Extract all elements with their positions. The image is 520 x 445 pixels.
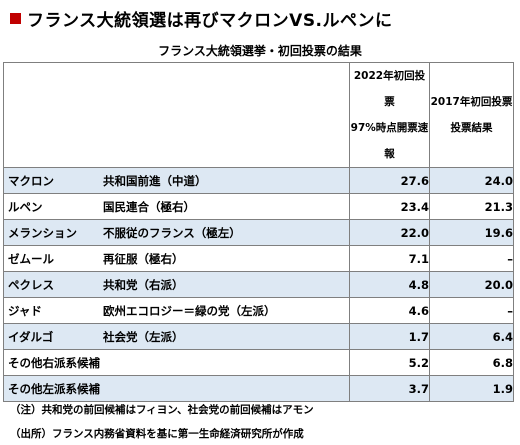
candidate-party: 欧州エコロジー＝緑の党（左派） (103, 303, 276, 318)
table-row: ゼムール 再征服（極右） 7.1– (3, 245, 514, 272)
header-candidate-cell (3, 62, 350, 168)
candidate-name: マクロン (8, 173, 54, 188)
table-row: ジャド 欧州エコロジー＝緑の党（左派） 4.6– (3, 297, 514, 324)
footnote: （注）共和党の前回候補はフィヨン、社会党の前回候補はアモン (10, 404, 314, 416)
candidate-cell: イダルゴ 社会党（左派） (3, 323, 350, 350)
header-row: 2022年初回投票 97%時点開票速報 2017年初回投票 投票結果 (3, 62, 514, 168)
candidate-name: ルペン (8, 199, 43, 214)
table-row: メランション 不服従のフランス（極左） 22.0 19.6 (3, 219, 514, 246)
candidate-cell: マクロン 共和国前進（中道） (3, 167, 350, 194)
results-table: 2022年初回投票 97%時点開票速報 2017年初回投票 投票結果 マクロン共… (3, 62, 514, 402)
value-2022: 27.6 (349, 167, 430, 194)
header-2022: 2022年初回投票 97%時点開票速報 (349, 62, 430, 168)
table-row: ルペン 国民連合（極右） 23.4 21.3 (3, 193, 514, 220)
value-2017: 19.6 (429, 219, 514, 246)
candidate-party: 不服従のフランス（極左） (103, 225, 241, 240)
candidate-cell: ゼムール 再征服（極右） (3, 245, 350, 272)
table-row: ペクレス 共和党（右派） 4.8 20.0 (3, 271, 514, 298)
candidate-name: その他右派系候補 (8, 355, 100, 370)
table-row: マクロン 共和国前進（中道） 27.6 24.0 (3, 167, 514, 194)
table-row: イダルゴ 社会党（左派） 1.7 6.4 (3, 323, 514, 350)
red-square-icon (10, 12, 21, 24)
value-2022: 4.6 (349, 297, 430, 324)
value-2022: 7.1 (349, 245, 430, 272)
candidate-name: ゼムール (8, 251, 54, 266)
candidate-cell: メランション 不服従のフランス（極左） (3, 219, 350, 246)
value-2022: 22.0 (349, 219, 430, 246)
header-2022-line1: 2022年初回投票 (353, 70, 426, 108)
value-2022: 3.7 (349, 375, 430, 402)
candidate-cell: その他左派系候補 (3, 375, 350, 402)
value-2017: 21.3 (429, 193, 514, 220)
candidate-party: 共和国前進（中道） (103, 173, 207, 188)
header-2017-line1: 2017年初回投票 (430, 96, 513, 108)
candidate-cell: ジャド 欧州エコロジー＝緑の党（左派） (3, 297, 350, 324)
candidate-cell: ペクレス 共和党（右派） (3, 271, 350, 298)
value-2017: 24.0 (429, 167, 514, 194)
table-title: フランス大統領選挙・初回投票の結果 (158, 44, 362, 58)
value-2017: 6.8 (429, 349, 514, 376)
candidate-party: 国民連合（極右） (103, 199, 195, 214)
header-2017: 2017年初回投票 投票結果 (429, 62, 514, 168)
value-2017: – (429, 245, 514, 272)
value-2022: 4.8 (349, 271, 430, 298)
value-2017: 6.4 (429, 323, 514, 350)
table-row: その他右派系候補 5.2 6.8 (3, 349, 514, 376)
value-2022: 23.4 (349, 193, 430, 220)
candidate-name: ジャド (8, 303, 42, 318)
candidate-name: イダルゴ (8, 329, 54, 344)
candidate-cell: ルペン 国民連合（極右） (3, 193, 350, 220)
header-2022-line2: 97%時点開票速報 (350, 122, 429, 160)
value-2017: – (429, 297, 514, 324)
candidate-name: ペクレス (8, 277, 54, 292)
header-2017-line2: 投票結果 (450, 122, 493, 134)
value-2022: 1.7 (349, 323, 430, 350)
value-2022: 5.2 (349, 349, 430, 376)
candidate-name: その他左派系候補 (8, 381, 100, 396)
candidate-party: 共和党（右派） (103, 277, 184, 292)
value-2017: 1.9 (429, 375, 514, 402)
source-note: （出所）フランス内務省資料を基に第一生命経済研究所が作成 (10, 428, 304, 440)
headline: フランス大統領選は再びマクロンVS.ルペンに (10, 6, 393, 31)
candidate-name: メランション (8, 225, 77, 240)
value-2017: 20.0 (429, 271, 514, 298)
headline-text: フランス大統領選は再びマクロンVS.ルペンに (27, 10, 393, 31)
candidate-party: 社会党（左派） (103, 329, 184, 344)
table-row: その他左派系候補 3.7 1.9 (3, 375, 514, 402)
candidate-party: 再征服（極右） (103, 251, 184, 266)
candidate-cell: その他右派系候補 (3, 349, 350, 376)
